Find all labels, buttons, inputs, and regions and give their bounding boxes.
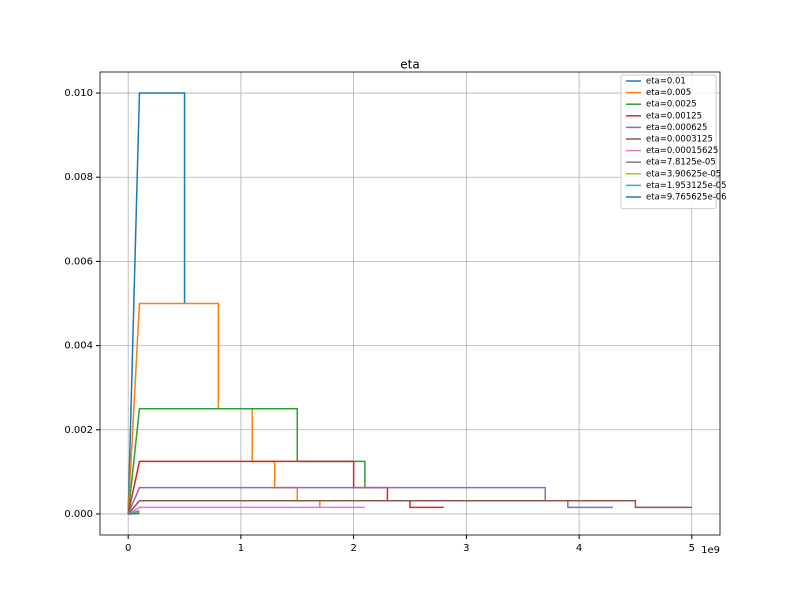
series-line bbox=[127, 500, 692, 515]
x-tick-label: 2 bbox=[350, 543, 356, 554]
x-offset-label: 1e9 bbox=[701, 545, 720, 556]
legend-label: eta=0.00125 bbox=[646, 111, 702, 121]
y-tick-label: 0.000 bbox=[64, 509, 93, 520]
y-tick-label: 0.004 bbox=[64, 341, 93, 352]
legend-label: eta=0.0003125 bbox=[646, 135, 713, 145]
y-tick-label: 0.006 bbox=[64, 256, 93, 267]
x-tick-label: 1 bbox=[238, 543, 244, 554]
legend-label: eta=0.01 bbox=[646, 77, 686, 87]
series-line bbox=[127, 92, 186, 514]
legend-box bbox=[620, 74, 717, 210]
chart-title: eta bbox=[400, 58, 419, 72]
x-tick-label: 5 bbox=[689, 543, 695, 554]
legend-label: eta=7.8125e-05 bbox=[646, 158, 716, 168]
x-tick-label: 4 bbox=[576, 543, 582, 554]
legend-label: eta=3.90625e-05 bbox=[646, 169, 721, 179]
y-tick-label: 0.002 bbox=[64, 425, 93, 436]
x-tick-label: 3 bbox=[463, 543, 469, 554]
legend-label: eta=0.0025 bbox=[646, 100, 697, 110]
legend-label: eta=1.953125e-05 bbox=[646, 181, 727, 191]
legend-label: eta=9.765625e-06 bbox=[646, 193, 727, 203]
legend-label: eta=0.00015625 bbox=[646, 146, 718, 156]
series-line bbox=[127, 407, 366, 515]
series-line bbox=[127, 506, 365, 515]
y-tick-label: 0.010 bbox=[64, 88, 93, 99]
plot-frame bbox=[99, 71, 721, 536]
x-tick-label: 0 bbox=[125, 543, 131, 554]
legend-label: eta=0.005 bbox=[646, 88, 691, 98]
y-tick-label: 0.008 bbox=[64, 172, 93, 183]
legend-label: eta=0.000625 bbox=[646, 123, 707, 133]
